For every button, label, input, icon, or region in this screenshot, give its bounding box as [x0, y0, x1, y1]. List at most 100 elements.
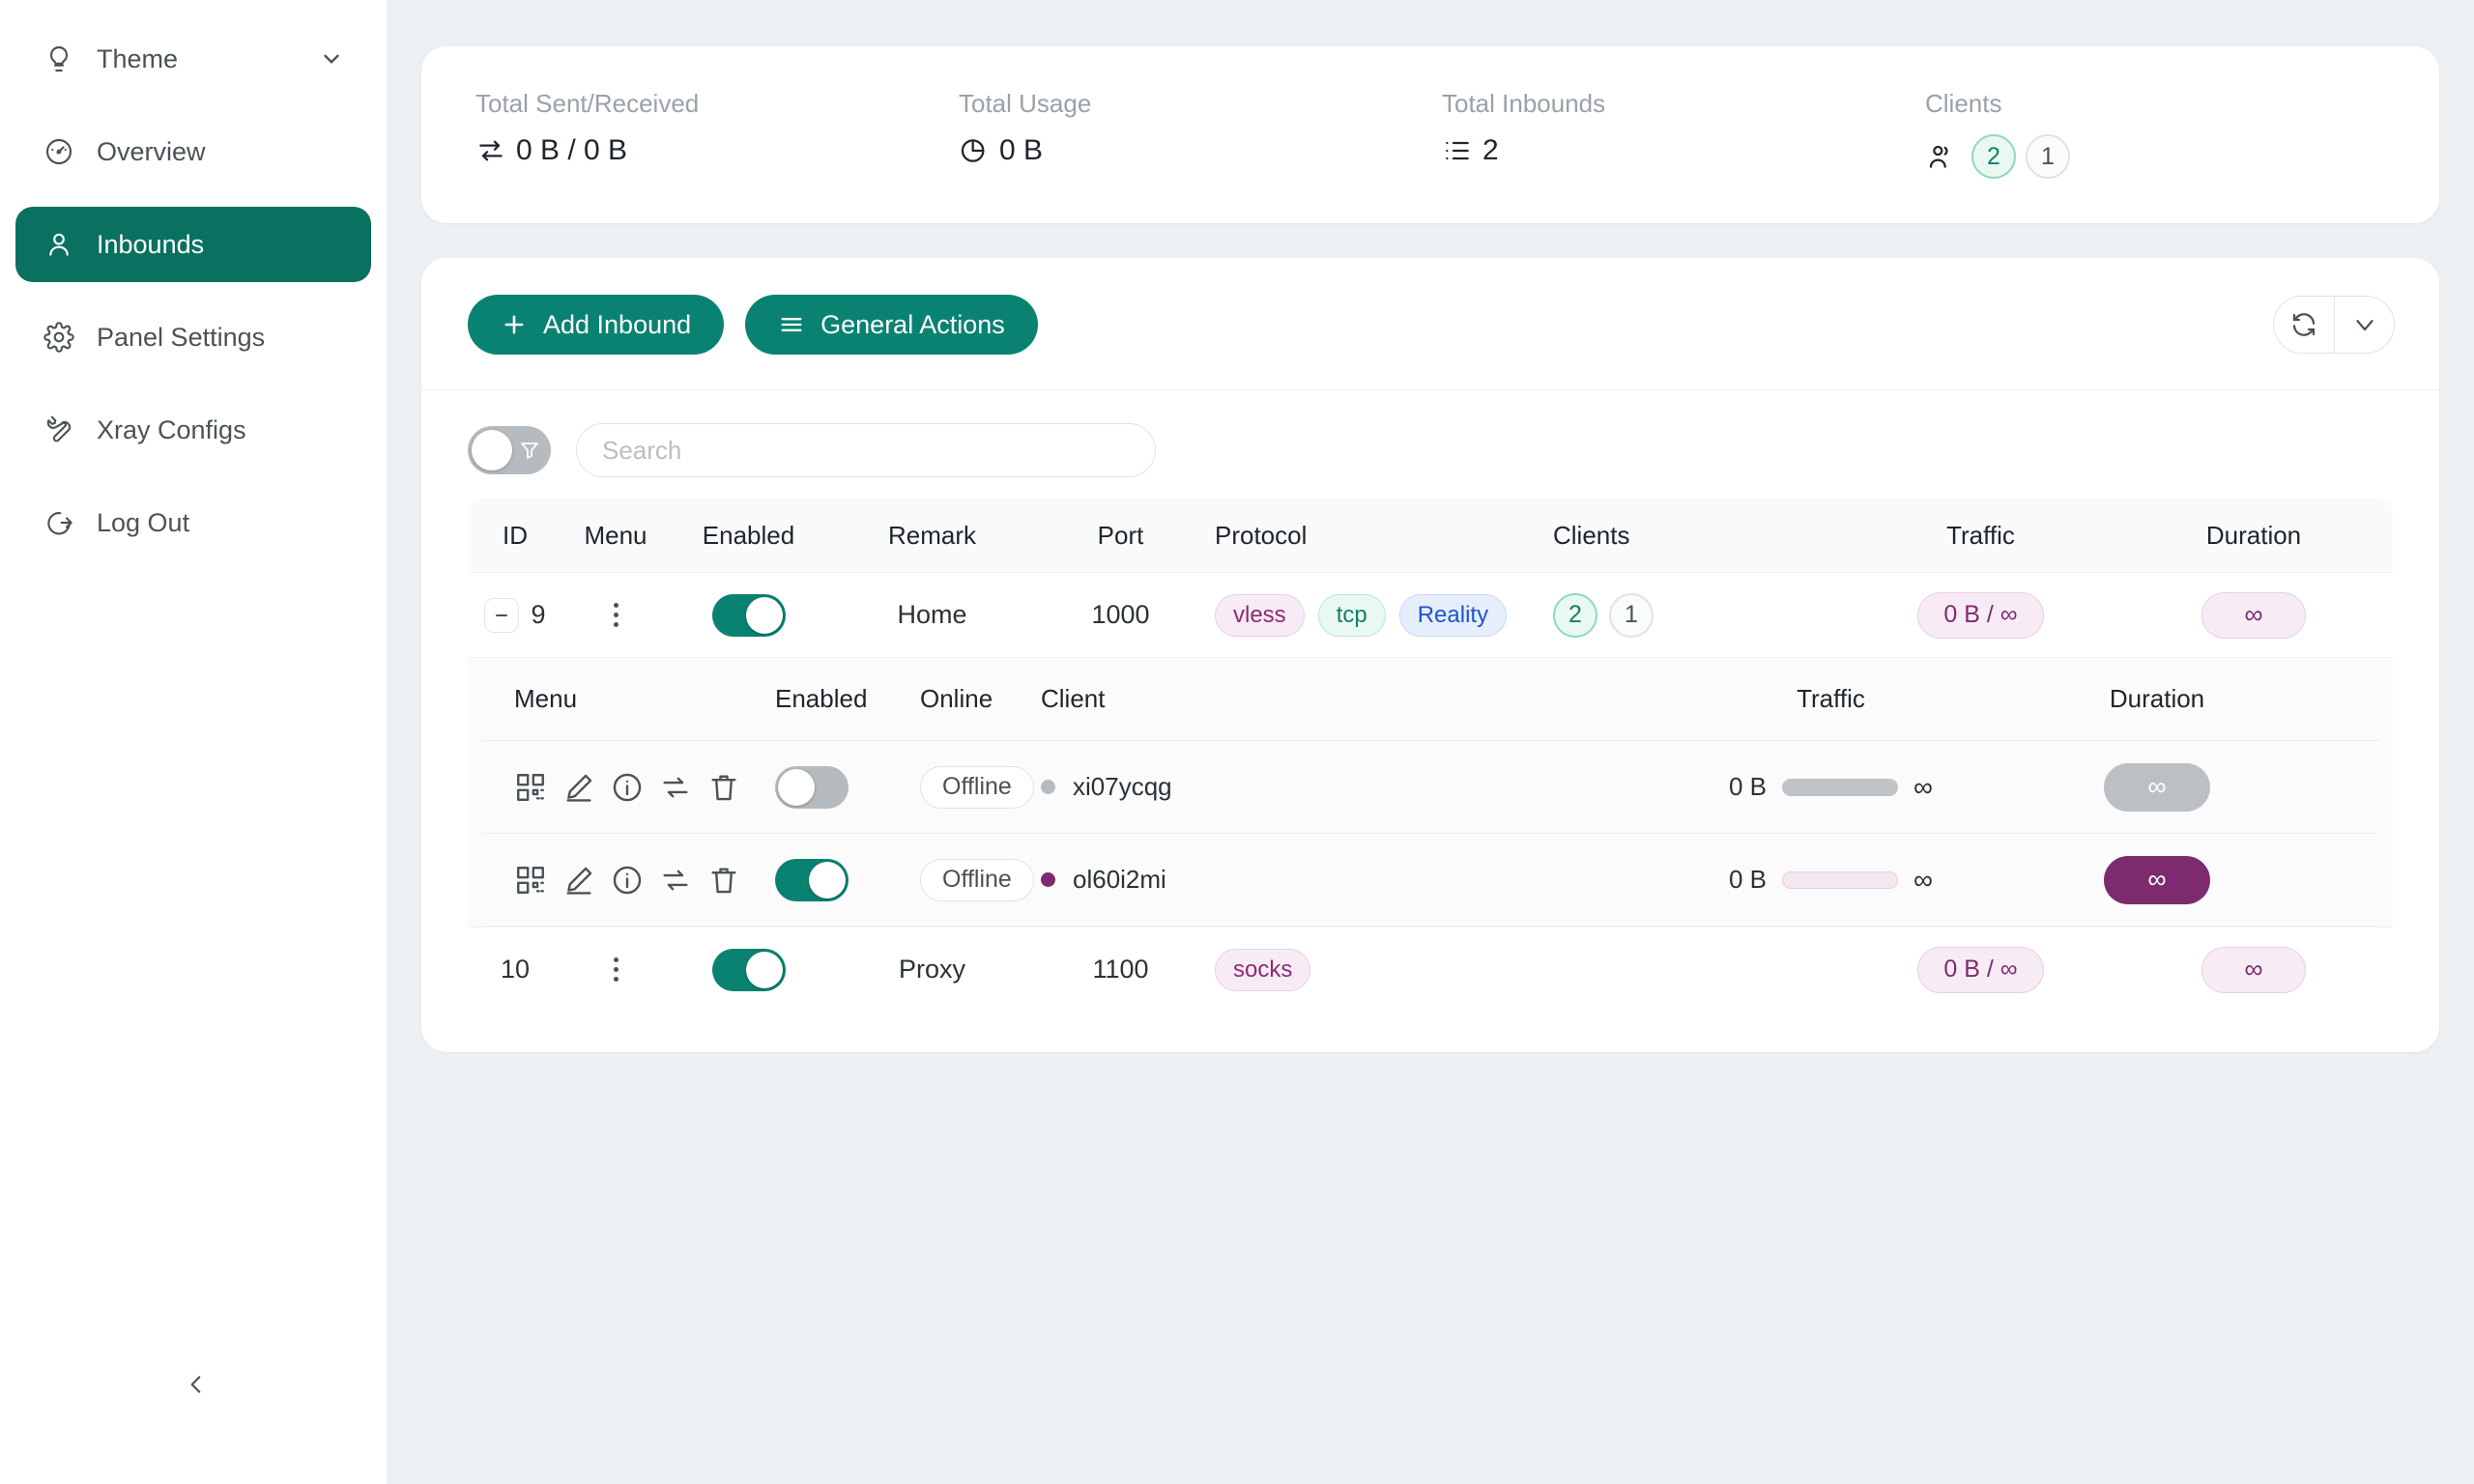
qr-code-icon[interactable] — [514, 771, 547, 804]
add-inbound-button[interactable]: Add Inbound — [468, 295, 725, 355]
sidebar-item-panel-settings[interactable]: Panel Settings — [15, 300, 371, 375]
cell-id: 9 — [468, 597, 562, 633]
stat-value: 0 B — [999, 134, 1044, 166]
list-icon — [1446, 141, 1469, 160]
row-menu-button[interactable] — [606, 950, 626, 989]
cell-client-menu — [514, 771, 775, 804]
cell-client-online: Offline — [920, 765, 1041, 809]
collapse-row-button[interactable] — [484, 597, 520, 633]
enabled-toggle[interactable] — [711, 593, 786, 637]
column-header-traffic: Traffic — [1946, 520, 2015, 550]
clients-offline-badge: 1 — [2026, 134, 2070, 179]
chevron-down-icon — [2355, 320, 2373, 331]
enabled-toggle[interactable] — [711, 948, 786, 991]
logout-icon — [43, 506, 75, 539]
reset-icon[interactable] — [659, 771, 692, 804]
client-row[interactable]: Offline xi07ycqg 0 B ∞ ∞ — [481, 741, 2379, 834]
column-header-remark: Remark — [887, 520, 976, 550]
row-menu-button[interactable] — [606, 595, 626, 635]
stat-total-inbounds: Total Inbounds 2 — [1442, 89, 1925, 179]
general-actions-label: General Actions — [820, 309, 1005, 339]
column-header-menu: Menu — [584, 520, 647, 550]
gauge-icon — [43, 135, 75, 168]
reset-icon[interactable] — [659, 864, 692, 897]
user-icon — [43, 228, 75, 261]
online-status-badge: Offline — [920, 858, 1034, 901]
column-header-duration: Duration — [2205, 520, 2302, 550]
refresh-icon — [2292, 313, 2316, 336]
sidebar-collapse-button[interactable] — [172, 1360, 220, 1409]
protocol-tag: vless — [1215, 593, 1305, 637]
traffic-badge: 0 B / ∞ — [1917, 946, 2044, 993]
duration-badge: ∞ — [2201, 591, 2306, 639]
search-input[interactable] — [576, 423, 1156, 477]
clients-subtable: Menu Enabled Online Client Traffic Durat… — [468, 657, 2393, 927]
column-header-clients: Clients — [1553, 520, 1630, 550]
client-enabled-toggle[interactable] — [775, 765, 849, 809]
add-inbound-label: Add Inbound — [543, 309, 692, 339]
refresh-interval-dropdown-button[interactable] — [2334, 297, 2394, 353]
client-row[interactable]: Offline ol60i2mi 0 B ∞ ∞ — [481, 834, 2379, 927]
info-icon[interactable] — [611, 771, 644, 804]
traffic-limit: ∞ — [1913, 771, 1933, 802]
sidebar-item-overview[interactable]: Overview — [15, 114, 371, 189]
main-content: Total Sent/Received 0 B / 0 B Total Usag… — [387, 0, 2474, 1484]
status-dot — [1041, 780, 1055, 794]
clients-online-badge: 2 — [1553, 592, 1597, 638]
sidebar-item-label: Xray Configs — [97, 414, 246, 444]
info-icon[interactable] — [611, 864, 644, 897]
stat-clients: Clients 2 1 — [1925, 89, 2070, 179]
stat-label: Clients — [1925, 89, 2002, 118]
column-header-duration: Duration — [2109, 684, 2205, 713]
sidebar: Theme Overview Inbounds — [0, 0, 387, 1484]
general-actions-button[interactable]: General Actions — [745, 295, 1038, 355]
qr-code-icon[interactable] — [514, 864, 547, 897]
table-row[interactable]: 10 Proxy 1100 socks 0 B / ∞ — [468, 927, 2393, 1012]
traffic-used: 0 B — [1729, 772, 1768, 801]
cell-port: 1000 — [1091, 600, 1150, 629]
cell-menu — [562, 595, 669, 635]
stats-card: Total Sent/Received 0 B / 0 B Total Usag… — [421, 46, 2439, 223]
column-header-traffic: Traffic — [1797, 684, 1865, 713]
sidebar-item-label: Inbounds — [97, 229, 205, 259]
clients-offline-badge: 1 — [1609, 592, 1654, 638]
edit-icon[interactable] — [562, 771, 595, 804]
wrench-icon — [43, 414, 75, 446]
cell-protocol: vless tcp Reality — [1205, 593, 1524, 637]
delete-icon[interactable] — [707, 864, 740, 897]
client-enabled-toggle[interactable] — [775, 858, 849, 901]
column-header-id: ID — [503, 520, 528, 550]
client-name: ol60i2mi — [1073, 865, 1166, 894]
cell-enabled — [669, 593, 828, 637]
sidebar-item-label: Overview — [97, 136, 206, 166]
cell-enabled — [669, 948, 828, 991]
hamburger-icon — [781, 318, 802, 331]
transfer-icon — [479, 140, 503, 161]
column-header-menu: Menu — [514, 684, 578, 713]
filter-toggle[interactable] — [468, 426, 551, 474]
column-header-online: Online — [920, 684, 993, 713]
minus-icon — [496, 614, 508, 616]
sidebar-item-theme[interactable]: Theme — [15, 21, 371, 97]
toggle-knob — [472, 430, 512, 471]
row-id: 9 — [531, 600, 546, 629]
stat-value: 0 B / 0 B — [516, 134, 628, 166]
stat-value-row: 0 B — [959, 134, 1442, 167]
pie-chart-icon — [961, 139, 985, 162]
funnel-icon — [518, 439, 541, 462]
sidebar-item-inbounds[interactable]: Inbounds — [15, 207, 371, 282]
sidebar-item-log-out[interactable]: Log Out — [15, 485, 371, 560]
duration-badge: ∞ — [2201, 946, 2306, 993]
column-header-protocol: Protocol — [1215, 520, 1308, 550]
chevron-down-icon[interactable] — [319, 46, 344, 71]
sidebar-item-xray-configs[interactable]: Xray Configs — [15, 392, 371, 468]
delete-icon[interactable] — [707, 771, 740, 804]
refresh-button[interactable] — [2274, 297, 2334, 353]
table-row[interactable]: 9 Home 1000 vless tcp Reality — [468, 572, 2393, 657]
cell-client-enabled — [775, 858, 920, 901]
edit-icon[interactable] — [562, 864, 595, 897]
protocol-tag: Reality — [1398, 593, 1508, 637]
cell-client-duration: ∞ — [2022, 855, 2292, 904]
chevron-left-icon — [190, 1376, 201, 1393]
